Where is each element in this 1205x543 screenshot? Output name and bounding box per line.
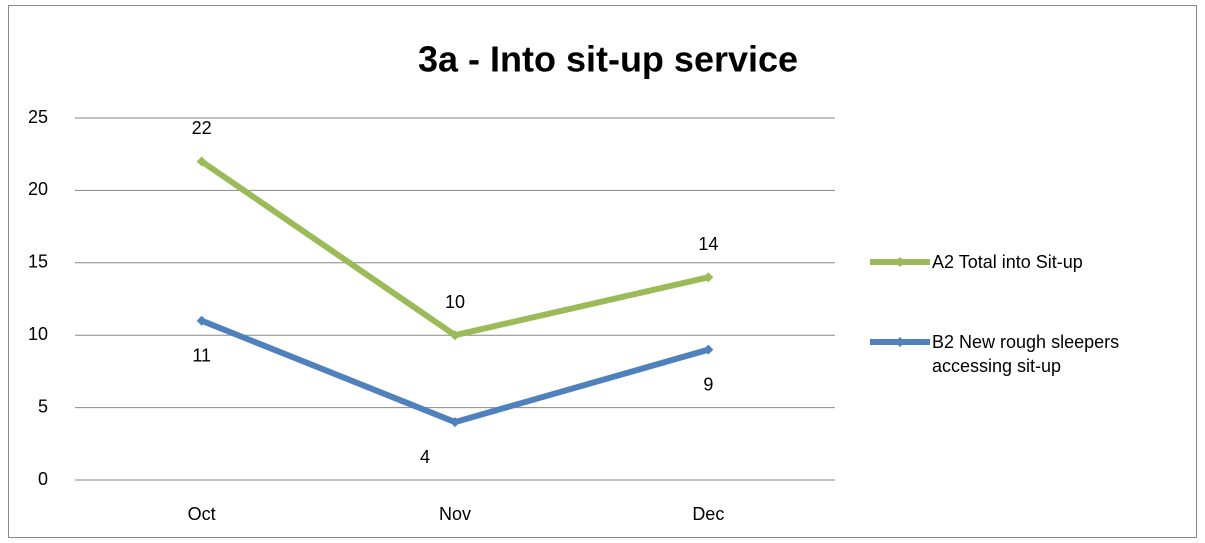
chart-border [8,5,1197,538]
legend-key [870,257,930,267]
y-tick-label: 5 [38,396,48,416]
data-label: 22 [192,118,212,138]
legend-item: A2 Total into Sit-up [868,250,1187,274]
point-marker [703,344,714,355]
x-tick-label: Dec [692,504,724,524]
y-tick-label: 15 [28,252,48,272]
y-tick-label: 25 [28,107,48,127]
legend-marker [895,337,905,347]
data-label: 4 [420,447,430,467]
legend-marker [895,257,905,267]
point-marker [450,330,460,341]
y-tick-label: 20 [28,179,48,199]
point-marker [196,315,207,326]
chart-title: 3a - Into sit-up service [418,39,798,80]
x-tick-label: Nov [439,504,471,524]
data-label: 9 [703,374,713,394]
x-tick-label: Oct [188,504,216,524]
data-label: 14 [698,234,718,254]
point-marker [450,417,460,428]
y-tick-label: 0 [38,469,48,489]
data-label: 11 [192,345,211,365]
point-marker [703,272,714,283]
legend-key [870,337,930,347]
legend-label: A2 Total into Sit-up [932,252,1083,272]
legend-item: B2 New rough sleepers accessing sit-up [868,330,1187,378]
point-marker [196,156,207,167]
legend-label: B2 New rough sleepers accessing sit-up [932,332,1120,376]
y-tick-label: 10 [28,324,48,344]
data-label: 10 [445,292,465,312]
